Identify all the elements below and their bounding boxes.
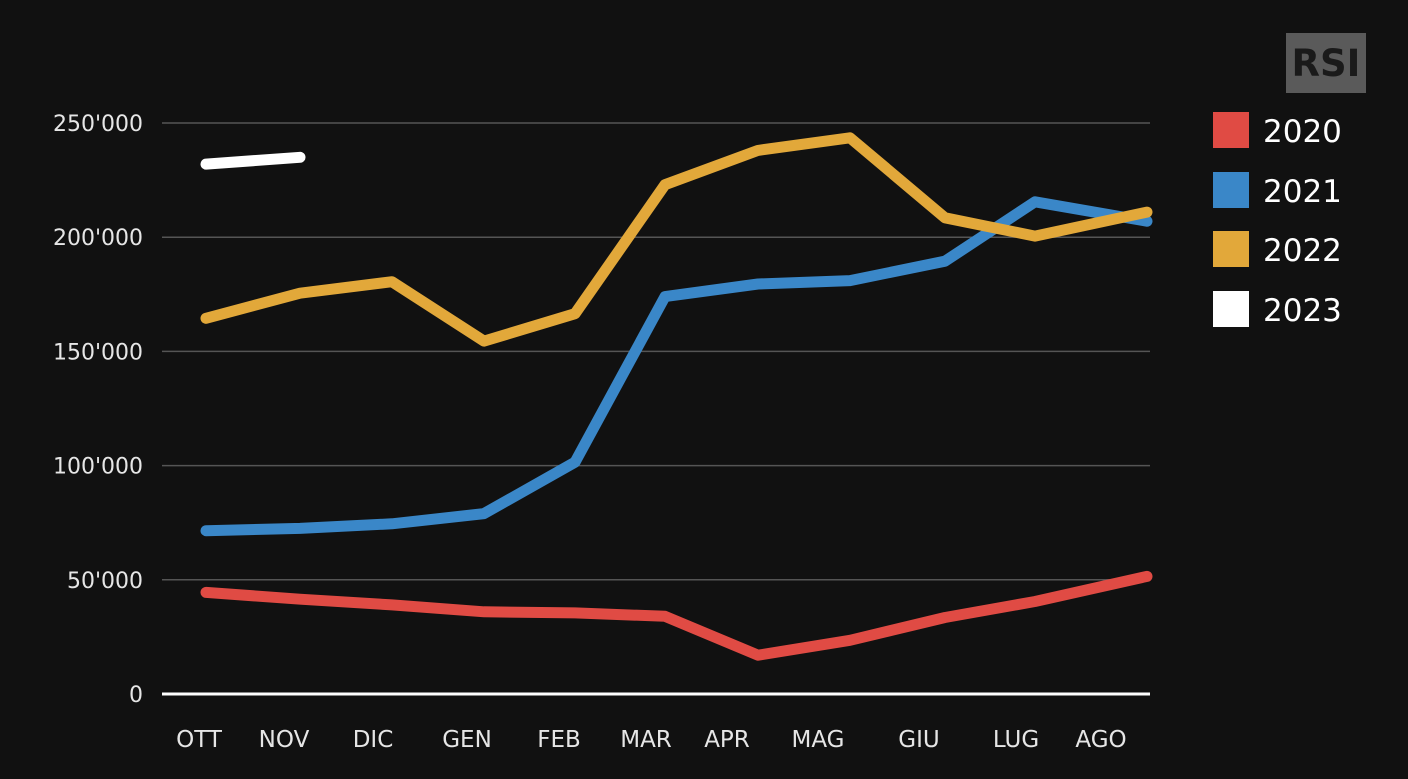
y-tick-label: 0 xyxy=(129,683,143,708)
legend-label: 2020 xyxy=(1263,114,1342,150)
legend-label: 2021 xyxy=(1263,174,1342,210)
x-tick-label: FEB xyxy=(537,727,581,753)
x-axis-ticks: OTT NOV DIC GEN FEB MAR APR MAG GIU LUG AGO xyxy=(176,727,1127,753)
series-line-2021 xyxy=(200,196,1153,537)
x-tick-label: LUG xyxy=(993,727,1039,753)
y-tick-label: 50'000 xyxy=(67,569,143,594)
legend-swatch xyxy=(1213,231,1249,267)
legend-item-2020: 2020 xyxy=(1213,112,1342,150)
series-line-2022 xyxy=(200,132,1153,347)
legend: 2020 2021 2022 2023 xyxy=(1213,112,1342,329)
legend-item-2023: 2023 xyxy=(1213,291,1342,329)
legend-label: 2022 xyxy=(1263,233,1342,269)
legend-swatch xyxy=(1213,291,1249,327)
rsi-logo-box xyxy=(1286,33,1366,93)
rsi-logo: RSI xyxy=(1286,33,1366,93)
series-line-2020 xyxy=(200,570,1153,661)
rsi-logo-text: RSI xyxy=(1292,42,1361,85)
y-axis-ticks: 0 50'000 100'000 150'000 200'000 250'000 xyxy=(53,112,143,708)
legend-item-2021: 2021 xyxy=(1213,172,1342,210)
x-tick-label: MAR xyxy=(620,727,672,753)
x-tick-label: NOV xyxy=(259,727,310,753)
y-tick-label: 200'000 xyxy=(53,226,143,251)
y-tick-label: 250'000 xyxy=(53,112,143,137)
legend-label: 2023 xyxy=(1263,293,1342,329)
legend-item-2022: 2022 xyxy=(1213,231,1342,269)
x-tick-label: DIC xyxy=(353,727,394,753)
legend-swatch xyxy=(1213,112,1249,148)
y-tick-label: 100'000 xyxy=(53,455,143,480)
x-tick-label: MAG xyxy=(792,727,845,753)
x-tick-label: GEN xyxy=(442,727,492,753)
x-tick-label: GIU xyxy=(898,727,939,753)
series-lines xyxy=(200,132,1153,661)
x-tick-label: AGO xyxy=(1075,727,1126,753)
x-tick-label: OTT xyxy=(176,727,223,753)
y-tick-label: 150'000 xyxy=(53,340,143,365)
x-tick-label: APR xyxy=(704,727,750,753)
legend-swatch xyxy=(1213,172,1249,208)
series-line-2023 xyxy=(200,151,306,170)
